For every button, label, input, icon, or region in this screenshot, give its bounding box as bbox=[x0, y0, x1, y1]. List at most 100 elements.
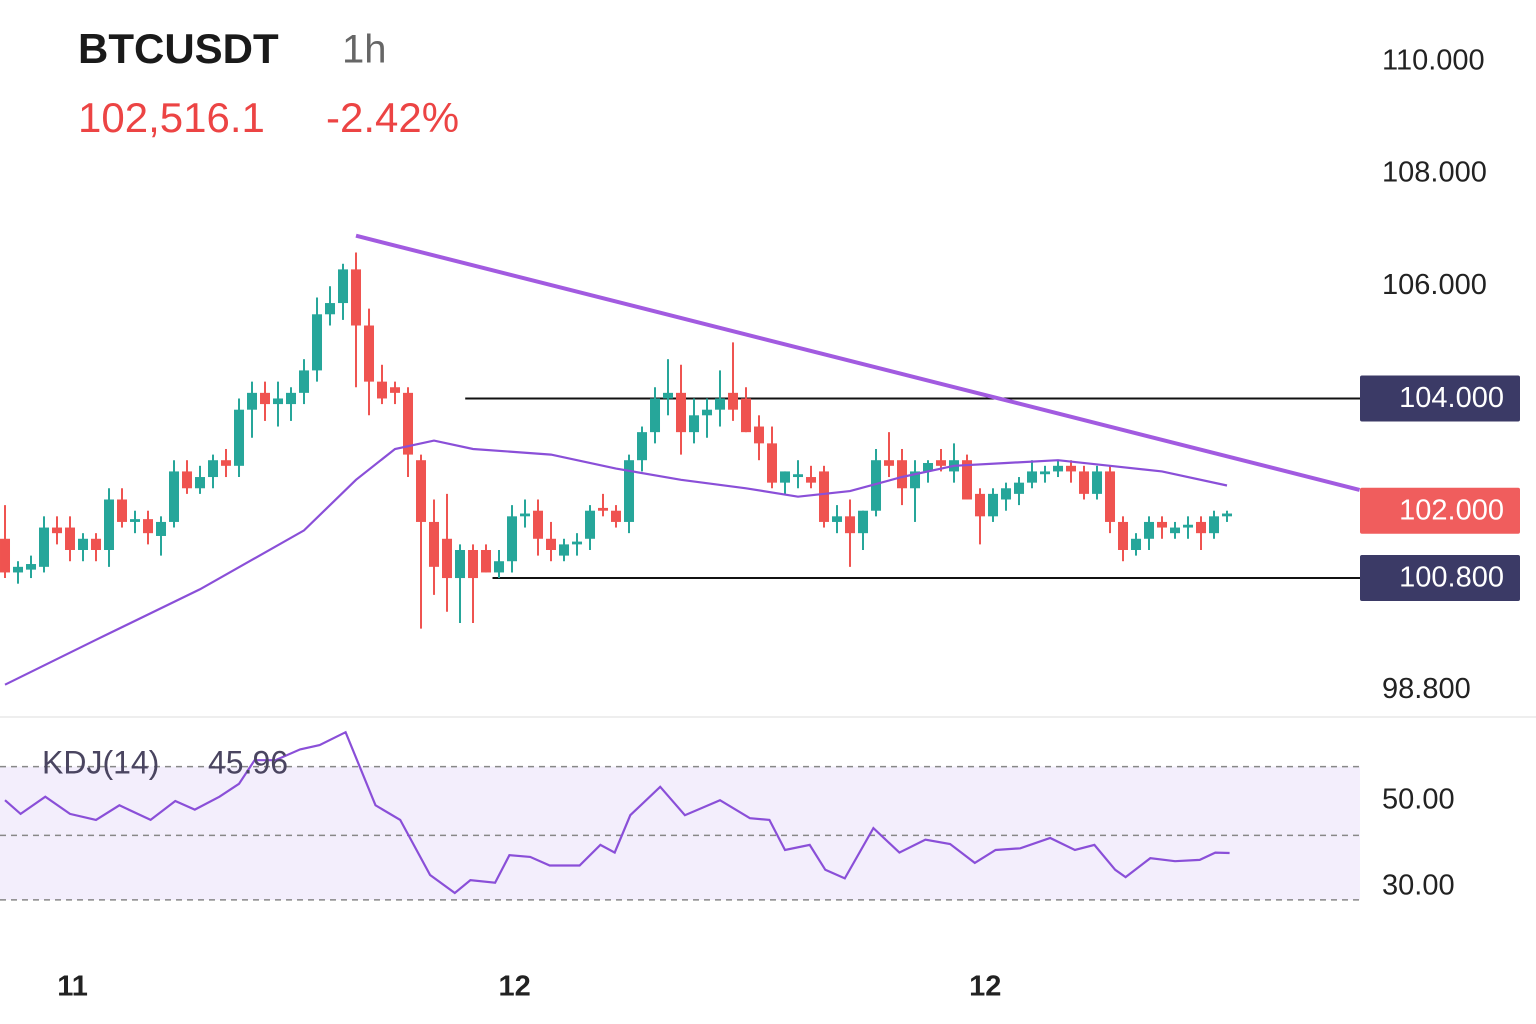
candle-body bbox=[325, 303, 336, 315]
candle-body bbox=[1027, 471, 1038, 483]
candle-body bbox=[377, 381, 388, 399]
candle-body bbox=[481, 550, 492, 573]
candle-body bbox=[312, 314, 323, 371]
level-box bbox=[1360, 555, 1520, 602]
candle-body bbox=[78, 538, 89, 550]
candle-body bbox=[442, 538, 453, 579]
symbol: BTCUSDT bbox=[78, 25, 279, 72]
candle-body bbox=[819, 471, 830, 522]
candle-body bbox=[520, 513, 531, 517]
candle-body bbox=[234, 409, 245, 466]
candle-body bbox=[611, 510, 622, 522]
candle-body bbox=[962, 460, 973, 500]
candle-body bbox=[754, 426, 765, 444]
candle-body bbox=[1092, 471, 1103, 494]
candle-body bbox=[403, 392, 414, 455]
candle-body bbox=[650, 398, 661, 433]
y-tick-label: 50.00 bbox=[1382, 784, 1455, 816]
candle-body bbox=[455, 550, 466, 579]
candle-body bbox=[156, 521, 167, 536]
change: -2.42% bbox=[326, 94, 459, 141]
level-label: 104.000 bbox=[1399, 382, 1504, 414]
candle-body bbox=[689, 415, 700, 433]
candle-body bbox=[858, 510, 869, 534]
trend-line bbox=[355, 233, 1361, 492]
candle-body bbox=[104, 499, 115, 550]
candle-body bbox=[936, 460, 947, 466]
candle-body bbox=[533, 510, 544, 539]
candle-body bbox=[26, 564, 37, 570]
candle-body bbox=[923, 463, 934, 472]
level-label: 102.000 bbox=[1399, 494, 1504, 526]
candle-body bbox=[1053, 465, 1064, 472]
candle-body bbox=[546, 538, 557, 550]
candle-body bbox=[1196, 521, 1207, 534]
candle-body bbox=[663, 392, 674, 399]
candle-body bbox=[871, 460, 882, 511]
candle-body bbox=[182, 471, 193, 489]
candle-body bbox=[1040, 471, 1051, 475]
y-tick-label: 108.000 bbox=[1382, 157, 1487, 189]
candle-body bbox=[975, 493, 986, 517]
indicator-value: 45.96 bbox=[208, 744, 288, 780]
candle-body bbox=[715, 398, 726, 410]
candle-body bbox=[676, 392, 687, 433]
candle-body bbox=[429, 521, 440, 567]
candle-body bbox=[988, 493, 999, 517]
candle-body bbox=[1170, 527, 1181, 534]
candle-body bbox=[884, 460, 895, 466]
candle-body bbox=[1079, 471, 1090, 494]
candle-body bbox=[1222, 513, 1233, 517]
candle-body bbox=[299, 370, 310, 393]
candle-body bbox=[1118, 521, 1129, 550]
candle-body bbox=[780, 471, 791, 483]
candle-body bbox=[507, 516, 518, 562]
candle-body bbox=[806, 477, 817, 483]
candle-body bbox=[351, 269, 362, 326]
interval: 1h bbox=[342, 28, 387, 72]
candle-body bbox=[572, 541, 583, 545]
candle-body bbox=[897, 460, 908, 489]
indicator-title: KDJ(14) bbox=[42, 744, 159, 780]
candle-body bbox=[728, 392, 739, 410]
candle-body bbox=[624, 460, 635, 522]
kdj-line bbox=[4, 730, 1230, 895]
candle-body bbox=[559, 544, 570, 556]
candle-body bbox=[845, 516, 856, 534]
candle-body bbox=[273, 398, 284, 405]
y-tick-label: 110.000 bbox=[1382, 44, 1485, 76]
candle-body bbox=[0, 538, 11, 573]
candle-body bbox=[208, 460, 219, 478]
candle-body bbox=[1001, 488, 1012, 500]
level-box bbox=[1360, 375, 1520, 422]
candle-body bbox=[65, 527, 76, 550]
candle-body bbox=[832, 516, 843, 522]
candle-body bbox=[767, 443, 778, 483]
x-tick-label: 12 bbox=[498, 971, 530, 1003]
x-tick-label: 11 bbox=[57, 971, 88, 1003]
candle-body bbox=[910, 471, 921, 489]
level-box bbox=[1360, 487, 1520, 534]
candle-body bbox=[1131, 538, 1142, 550]
candle-body bbox=[52, 527, 63, 534]
x-tick-label: 12 bbox=[969, 971, 1001, 1003]
candle-body bbox=[598, 507, 609, 511]
candle-body bbox=[39, 527, 50, 567]
y-tick-label: 106.000 bbox=[1382, 269, 1487, 301]
band-fill bbox=[0, 766, 1360, 900]
candle-body bbox=[169, 471, 180, 522]
candle-body bbox=[1066, 465, 1077, 472]
candle-body bbox=[143, 519, 154, 534]
candle-body bbox=[416, 460, 427, 522]
candle-body bbox=[494, 561, 505, 573]
candle-body bbox=[1144, 521, 1155, 539]
candle-body bbox=[117, 499, 128, 522]
candle-body bbox=[1105, 471, 1116, 522]
candle-body bbox=[364, 325, 375, 382]
level-label: 100.800 bbox=[1399, 562, 1504, 594]
candle-body bbox=[1209, 516, 1220, 534]
candle-body bbox=[390, 387, 401, 393]
candle-body bbox=[585, 510, 596, 539]
candle-body bbox=[1183, 524, 1194, 528]
